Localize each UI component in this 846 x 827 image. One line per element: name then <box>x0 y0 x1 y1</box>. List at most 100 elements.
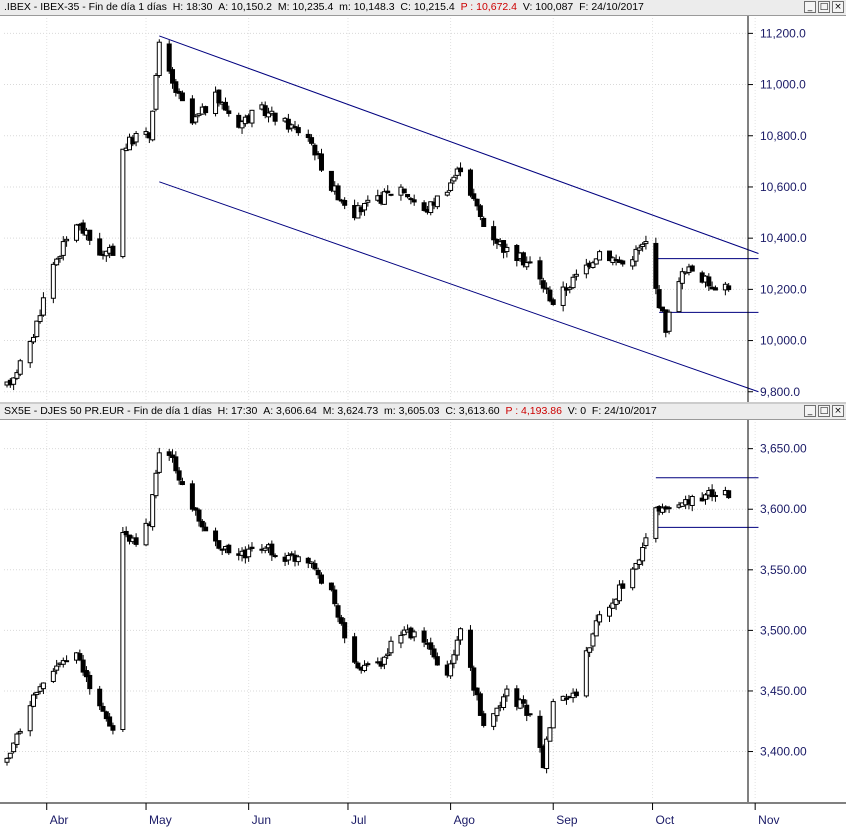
candle <box>666 309 672 335</box>
candle-body-up <box>27 341 33 364</box>
candle-body-up <box>120 532 126 730</box>
candle <box>431 645 437 660</box>
candle-body-down <box>431 648 437 658</box>
candle-body-up <box>11 742 17 753</box>
candle <box>338 614 344 626</box>
candle <box>620 259 626 267</box>
candle-body-up <box>4 757 10 763</box>
candle-body-down <box>514 688 520 707</box>
instrument-name: IBEX-35 <box>40 1 80 13</box>
candle <box>656 285 662 310</box>
candle <box>315 567 321 579</box>
minimize-button[interactable]: _ <box>804 405 816 417</box>
candle-body-down <box>352 636 358 663</box>
candle <box>593 258 599 265</box>
candle-body-up <box>689 496 695 506</box>
candle <box>30 692 36 708</box>
prev-value: P : 10,672.4 <box>460 1 517 13</box>
candle <box>428 637 434 655</box>
candle-body-down <box>262 105 268 117</box>
candle <box>312 559 318 571</box>
candle <box>123 526 129 538</box>
candle <box>636 558 642 570</box>
candle-body-up <box>517 699 523 709</box>
candle <box>107 713 113 727</box>
open-value: A: 3,606.64 <box>263 405 317 417</box>
candle <box>434 652 440 666</box>
candle-body-down <box>659 306 665 312</box>
y-tick-label: 10,600.0 <box>760 180 807 194</box>
instrument-name: DJES 50 PR.EUR <box>40 405 125 417</box>
prev-value: P : 4,193.86 <box>505 405 562 417</box>
x-tick-label: Nov <box>758 813 779 827</box>
candle <box>335 183 341 201</box>
candle <box>309 134 315 146</box>
candle <box>87 229 93 245</box>
candle-body-down <box>173 456 179 472</box>
candle <box>34 691 40 699</box>
candle <box>173 451 179 474</box>
candle-body-down <box>388 193 394 196</box>
candle <box>537 256 543 285</box>
candle-body-down <box>342 622 348 639</box>
candle-body-up <box>653 507 659 539</box>
candle-body-down <box>520 252 526 266</box>
candle-body-up <box>285 554 291 561</box>
candle <box>166 40 172 74</box>
candle-body-up <box>14 733 20 745</box>
candle-body-down <box>80 659 86 673</box>
candle-body-down <box>272 112 278 122</box>
candle <box>567 285 573 294</box>
candle <box>590 260 596 269</box>
candle-body-up <box>411 631 417 638</box>
candle <box>633 245 639 267</box>
candle-body-up <box>17 360 23 375</box>
candle <box>451 174 457 185</box>
candle <box>305 556 311 569</box>
candle-body-up <box>120 148 126 258</box>
candle-body-up <box>156 41 162 77</box>
candle <box>34 320 40 338</box>
candle-body-up <box>309 561 315 564</box>
candle-body-down <box>203 526 209 532</box>
candle-body-up <box>289 553 295 556</box>
candle-body-down <box>666 507 672 510</box>
candle-body-up <box>11 377 17 385</box>
minimize-button[interactable]: _ <box>804 1 816 13</box>
candle <box>355 661 361 670</box>
candle <box>520 251 526 268</box>
candle <box>352 632 358 665</box>
candle <box>318 148 324 172</box>
candle-body-up <box>633 248 639 262</box>
candle <box>170 449 176 463</box>
volume-value: V: 100,087 <box>522 1 574 13</box>
candle-body-up <box>219 548 225 551</box>
candle <box>100 702 106 712</box>
candle <box>411 629 417 642</box>
candle <box>458 162 464 177</box>
candle <box>266 107 272 123</box>
candle <box>563 693 569 705</box>
high-value: M: 3,624.73 <box>322 405 379 417</box>
candle-body-up <box>74 224 80 241</box>
candle <box>712 491 718 502</box>
candle <box>133 130 139 147</box>
candle-body-down <box>342 200 348 206</box>
close-button[interactable]: × <box>832 405 844 417</box>
candle <box>573 269 579 281</box>
candle-body-up <box>636 559 642 565</box>
candle <box>444 190 450 197</box>
candle-body-down <box>203 106 209 114</box>
candle <box>11 377 17 391</box>
candle-body-up <box>616 584 622 602</box>
candle <box>153 469 159 499</box>
candle-body-down <box>527 713 533 716</box>
candle-body-up <box>30 694 36 707</box>
maximize-button[interactable]: □ <box>818 405 830 417</box>
candle <box>570 274 576 290</box>
candle-body-up <box>64 660 70 663</box>
close-button[interactable]: × <box>832 1 844 13</box>
x-tick-label: Sep <box>556 813 578 827</box>
maximize-button[interactable]: □ <box>818 1 830 13</box>
candle-body-up <box>451 176 457 182</box>
